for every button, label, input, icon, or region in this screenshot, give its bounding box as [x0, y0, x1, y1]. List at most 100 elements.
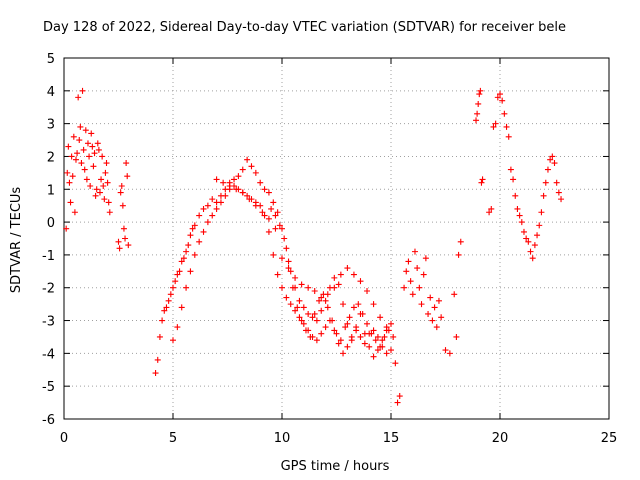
data-point: [265, 215, 272, 222]
data-point: [209, 212, 216, 219]
data-point: [503, 123, 510, 130]
data-point: [78, 160, 85, 167]
data-point: [196, 212, 203, 219]
data-point: [333, 330, 340, 337]
data-point: [174, 271, 181, 278]
data-point: [115, 238, 122, 245]
data-point: [191, 222, 198, 229]
data-point: [510, 176, 517, 183]
data-point: [344, 265, 351, 272]
data-point: [75, 94, 82, 101]
data-point: [101, 196, 108, 203]
data-point: [300, 320, 307, 327]
data-point: [309, 314, 316, 321]
data-point: [89, 143, 96, 150]
data-point: [364, 320, 371, 327]
data-point: [388, 320, 394, 327]
data-point: [523, 235, 530, 242]
data-point: [261, 212, 268, 219]
data-point: [540, 192, 547, 199]
data-point: [322, 297, 329, 304]
data-point: [514, 205, 521, 212]
data-point: [357, 333, 364, 340]
data-point: [185, 242, 192, 249]
data-point: [442, 347, 449, 354]
x-tick-label: 15: [383, 431, 400, 446]
y-tick-label: 2: [47, 150, 55, 165]
data-point: [335, 340, 342, 347]
data-point: [551, 160, 558, 167]
data-point: [381, 333, 388, 340]
data-point: [268, 205, 275, 212]
data-point: [283, 294, 290, 301]
data-point: [529, 255, 536, 262]
data-point: [117, 189, 124, 196]
data-point: [187, 232, 194, 239]
y-tick-label: 1: [47, 183, 55, 198]
data-point: [512, 192, 519, 199]
data-point: [279, 284, 285, 291]
data-point: [298, 281, 305, 288]
data-point: [547, 156, 554, 163]
data-point: [344, 343, 351, 350]
data-point: [257, 179, 264, 186]
data-point: [84, 140, 91, 147]
data-point: [499, 97, 506, 104]
plot-frame: [63, 57, 610, 420]
data-point: [63, 225, 70, 232]
data-point: [88, 130, 95, 137]
x-tick-label: 5: [169, 431, 177, 446]
data-point: [231, 176, 238, 183]
data-point: [342, 324, 349, 331]
data-point: [77, 123, 84, 130]
data-point: [355, 301, 362, 308]
data-point: [176, 268, 183, 275]
data-point: [172, 278, 179, 285]
data-point: [322, 324, 329, 331]
data-point: [516, 212, 523, 219]
data-point: [420, 271, 427, 278]
data-point: [368, 330, 375, 337]
data-point: [340, 350, 347, 357]
data-point: [226, 182, 233, 189]
data-point: [331, 274, 338, 281]
data-point: [307, 333, 314, 340]
data-point: [507, 166, 514, 173]
data-point: [163, 304, 170, 311]
data-point: [246, 196, 253, 203]
data-point: [152, 370, 159, 377]
data-point: [296, 297, 303, 304]
data-point: [377, 343, 384, 350]
data-point: [98, 176, 105, 183]
data-point: [65, 143, 72, 150]
data-point: [191, 251, 198, 258]
data-point: [178, 304, 185, 311]
data-point: [370, 327, 377, 334]
data-point: [119, 202, 126, 209]
data-point: [154, 356, 161, 363]
data-point: [66, 179, 73, 186]
data-point: [100, 182, 107, 189]
data-point: [79, 87, 86, 94]
data-point: [346, 314, 353, 321]
data-point: [93, 186, 100, 193]
data-point: [350, 304, 357, 311]
data-point: [457, 238, 464, 245]
data-point: [473, 117, 480, 124]
data-point: [159, 317, 166, 324]
data-point: [92, 192, 99, 199]
data-point: [281, 235, 288, 242]
data-point: [340, 301, 347, 308]
data-point: [265, 189, 272, 196]
data-point: [252, 202, 259, 209]
data-point: [536, 222, 543, 229]
x-tick-label: 20: [492, 431, 509, 446]
data-point: [285, 265, 292, 272]
data-point: [331, 327, 338, 334]
y-axis-label: SDTVAR / TECUs: [9, 187, 24, 294]
data-point: [265, 228, 272, 235]
data-point: [359, 310, 366, 317]
data-point: [370, 301, 377, 308]
data-point: [178, 258, 185, 265]
data-point: [538, 209, 545, 216]
